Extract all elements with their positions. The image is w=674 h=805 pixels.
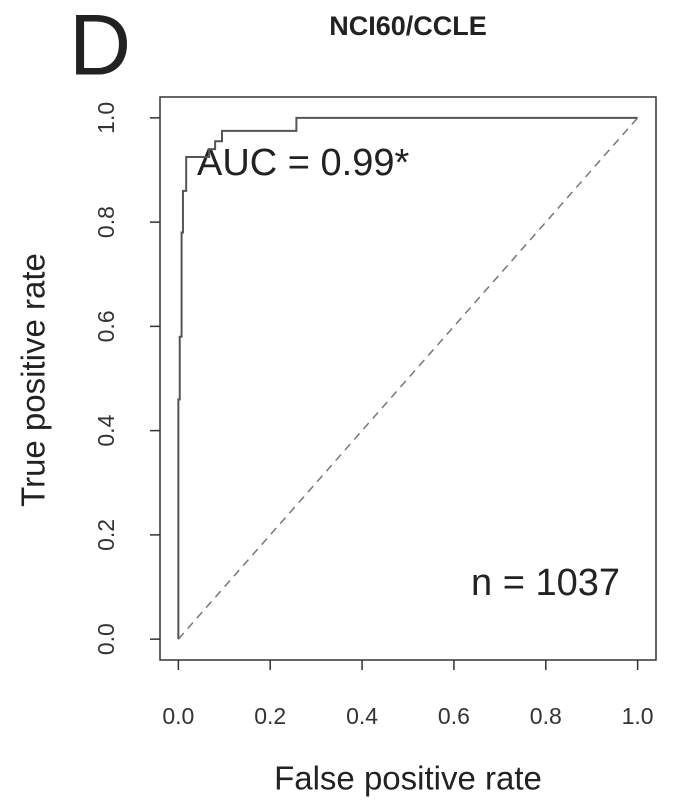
x-tick-label: 1.0 bbox=[622, 703, 654, 729]
y-tick-label: 0.0 bbox=[93, 623, 119, 655]
x-tick-label: 0.0 bbox=[162, 703, 194, 729]
x-axis-label: False positive rate bbox=[274, 760, 542, 797]
roc-curve bbox=[177, 116, 638, 640]
y-tick-label: 0.8 bbox=[93, 206, 119, 238]
y-tick-label: 0.2 bbox=[93, 519, 119, 551]
y-tick-label: 1.0 bbox=[93, 102, 119, 134]
n-annotation: n = 1037 bbox=[471, 562, 620, 604]
x-tick-label: 0.4 bbox=[346, 703, 378, 729]
chart-title: NCI60/CCLE bbox=[329, 11, 487, 41]
reference-diagonal bbox=[177, 117, 639, 640]
panel-label: D bbox=[69, 0, 131, 94]
auc-annotation: AUC = 0.99* bbox=[197, 142, 409, 184]
x-tick-label: 0.8 bbox=[530, 703, 562, 729]
y-axis-label: True positive rate bbox=[15, 253, 52, 507]
y-tick-label: 0.4 bbox=[93, 414, 119, 446]
plot-frame bbox=[159, 96, 657, 661]
x-tick-label: 0.2 bbox=[254, 703, 286, 729]
y-tick-label: 0.6 bbox=[93, 310, 119, 342]
x-tick-label: 0.6 bbox=[438, 703, 470, 729]
